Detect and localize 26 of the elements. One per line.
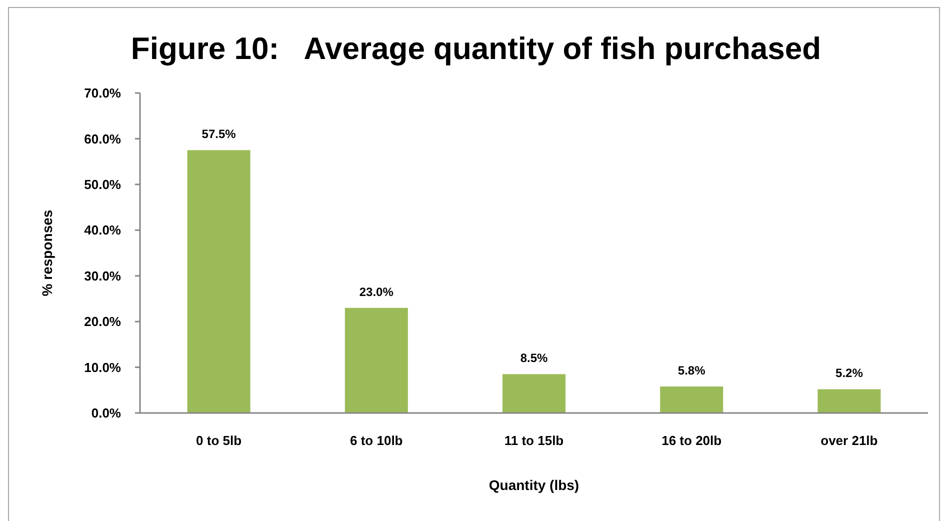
x-tick-label: 16 to 20lb (662, 433, 722, 448)
bar (818, 389, 881, 413)
x-tick-label: over 21lb (820, 433, 878, 448)
y-tick-label: 40.0% (84, 222, 122, 238)
data-label: 57.5% (202, 127, 236, 142)
y-tick-label: 70.0% (84, 86, 122, 101)
x-tick-label: 0 to 5lb (196, 433, 242, 448)
y-tick-label: 0.0% (91, 406, 122, 421)
x-tick-label: 6 to 10lb (350, 433, 403, 448)
y-tick-label: 10.0% (84, 360, 122, 375)
bar (502, 374, 566, 413)
x-tick-label: 11 to 15lb (504, 433, 564, 448)
bar (660, 386, 724, 413)
data-label: 23.0% (359, 284, 394, 299)
y-axis-title: % responses (39, 210, 55, 296)
y-tick-label: 60.0% (84, 131, 122, 146)
data-label: 5.8% (678, 363, 706, 378)
y-tick-label: 30.0% (84, 268, 122, 284)
bar (187, 150, 250, 413)
y-tick-label: 50.0% (84, 176, 122, 192)
y-tick-label: 20.0% (84, 314, 122, 330)
bar (344, 308, 408, 413)
data-label: 5.2% (836, 366, 864, 380)
data-label: 8.5% (520, 351, 548, 366)
x-axis-title: Quantity (lbs) (488, 477, 580, 493)
chart-title: Figure 10: Average quantity of fish purchased (130, 31, 822, 66)
